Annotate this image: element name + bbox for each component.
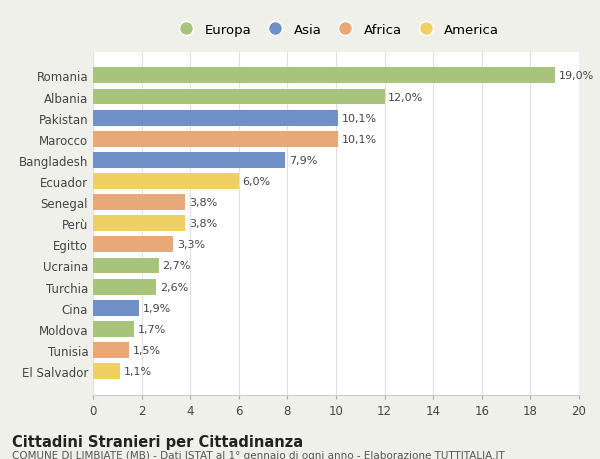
Text: 1,9%: 1,9%: [143, 303, 171, 313]
Text: 3,3%: 3,3%: [177, 240, 205, 250]
Bar: [93, 195, 185, 211]
Text: 1,5%: 1,5%: [133, 345, 161, 355]
Bar: [93, 279, 156, 295]
Bar: [93, 153, 285, 168]
Bar: [93, 321, 134, 337]
Bar: [93, 132, 338, 147]
Bar: [93, 68, 555, 84]
Bar: [93, 216, 185, 232]
Bar: [93, 111, 338, 126]
Text: 10,1%: 10,1%: [342, 134, 377, 145]
Text: 1,7%: 1,7%: [138, 324, 166, 334]
Text: 3,8%: 3,8%: [189, 219, 217, 229]
Bar: [93, 237, 173, 253]
Bar: [93, 90, 385, 105]
Text: 2,6%: 2,6%: [160, 282, 188, 292]
Bar: [93, 174, 239, 190]
Text: 7,9%: 7,9%: [289, 156, 317, 166]
Text: Cittadini Stranieri per Cittadinanza: Cittadini Stranieri per Cittadinanza: [12, 434, 303, 449]
Text: 1,1%: 1,1%: [124, 366, 151, 376]
Legend: Europa, Asia, Africa, America: Europa, Asia, Africa, America: [167, 18, 505, 42]
Bar: [93, 300, 139, 316]
Text: 3,8%: 3,8%: [189, 198, 217, 207]
Text: 10,1%: 10,1%: [342, 113, 377, 123]
Text: COMUNE DI LIMBIATE (MB) - Dati ISTAT al 1° gennaio di ogni anno - Elaborazione T: COMUNE DI LIMBIATE (MB) - Dati ISTAT al …: [12, 450, 505, 459]
Text: 19,0%: 19,0%: [559, 71, 593, 81]
Text: 12,0%: 12,0%: [388, 92, 424, 102]
Bar: [93, 364, 120, 379]
Text: 6,0%: 6,0%: [242, 177, 271, 187]
Text: 2,7%: 2,7%: [162, 261, 191, 271]
Bar: [93, 258, 158, 274]
Bar: [93, 342, 130, 358]
